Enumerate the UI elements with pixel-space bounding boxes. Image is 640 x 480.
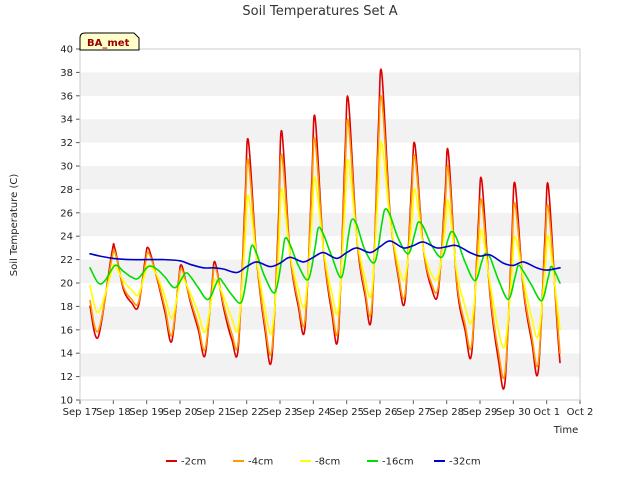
grid-band bbox=[80, 142, 580, 166]
x-tick-label: Sep 28 bbox=[429, 407, 464, 418]
legend-entry: -16cm bbox=[382, 457, 414, 468]
series-line-16cmcm bbox=[89, 208, 561, 304]
y-tick-label: 32 bbox=[60, 138, 73, 149]
y-tick-label: 38 bbox=[60, 68, 73, 79]
x-axis-label: Time bbox=[553, 425, 578, 436]
y-tick-label: 10 bbox=[60, 396, 73, 407]
chart-title: Soil Temperatures Set A bbox=[242, 4, 397, 19]
grid-band bbox=[80, 189, 580, 213]
x-tick-label: Sep 30 bbox=[496, 407, 531, 418]
y-tick-label: 30 bbox=[60, 162, 73, 173]
y-tick-label: 18 bbox=[60, 302, 73, 313]
badge-shape bbox=[79, 32, 140, 51]
x-tick-label: Sep 25 bbox=[329, 407, 364, 418]
background-bands bbox=[80, 49, 580, 400]
y-tick-label: 16 bbox=[60, 325, 73, 336]
y-tick-label: 12 bbox=[60, 372, 73, 383]
x-tick-label: Sep 26 bbox=[363, 407, 398, 418]
legend-entry: -2cm bbox=[181, 457, 206, 468]
grid-band bbox=[80, 72, 580, 96]
x-tick-label: Oct 2 bbox=[567, 407, 594, 418]
y-axis-label: Soil Temperature (C) bbox=[9, 174, 20, 277]
x-tick-label: Sep 29 bbox=[463, 407, 498, 418]
grid-band bbox=[80, 166, 580, 190]
y-axis-ticks: 10 12 14 16 18 20 22 24 26 28 30 32 34 36 38 40 bbox=[60, 45, 80, 407]
series-line-4cmcm bbox=[89, 94, 561, 380]
legend-entry: -4cm bbox=[248, 457, 273, 468]
station-badge: BA_met bbox=[79, 32, 140, 51]
x-tick-label: Sep 18 bbox=[96, 407, 131, 418]
grid-band bbox=[80, 212, 580, 237]
y-tick-label: 22 bbox=[60, 255, 73, 266]
y-tick-label: 34 bbox=[60, 115, 73, 126]
x-tick-label: Sep 27 bbox=[396, 407, 431, 418]
y-tick-label: 26 bbox=[60, 208, 73, 219]
plot-frame bbox=[79, 48, 581, 401]
series-line-8cmcm bbox=[89, 141, 561, 349]
y-tick-label: 40 bbox=[60, 45, 73, 56]
grid-band bbox=[80, 306, 580, 330]
grid-band bbox=[80, 49, 580, 73]
y-tick-label: 14 bbox=[60, 349, 73, 360]
series-line-32cmcm bbox=[89, 240, 561, 274]
grid-band bbox=[80, 353, 580, 377]
badge-label: BA_met bbox=[87, 38, 130, 49]
x-tick-label: Sep 21 bbox=[196, 407, 231, 418]
x-tick-label: Sep 22 bbox=[229, 407, 264, 418]
legend-entry: -8cm bbox=[315, 457, 340, 468]
legend: -2cm -4cm -8cm -16cm -32cm bbox=[166, 457, 481, 468]
x-tick-label: Sep 17 bbox=[63, 407, 98, 418]
x-tick-label: Sep 24 bbox=[296, 407, 331, 418]
grid-band bbox=[80, 119, 580, 143]
series-lines bbox=[89, 68, 561, 390]
y-tick-label: 20 bbox=[60, 279, 73, 290]
x-tick-label: Oct 1 bbox=[533, 407, 560, 418]
legend-entry: -32cm bbox=[449, 457, 481, 468]
grid-band bbox=[80, 95, 580, 120]
y-tick-label: 24 bbox=[60, 232, 73, 243]
x-tick-label: Sep 20 bbox=[163, 407, 198, 418]
grid-band bbox=[80, 376, 580, 400]
x-tick-label: Sep 23 bbox=[263, 407, 298, 418]
x-tick-label: Sep 19 bbox=[129, 407, 164, 418]
y-tick-label: 36 bbox=[60, 91, 73, 102]
y-tick-label: 28 bbox=[60, 185, 73, 196]
